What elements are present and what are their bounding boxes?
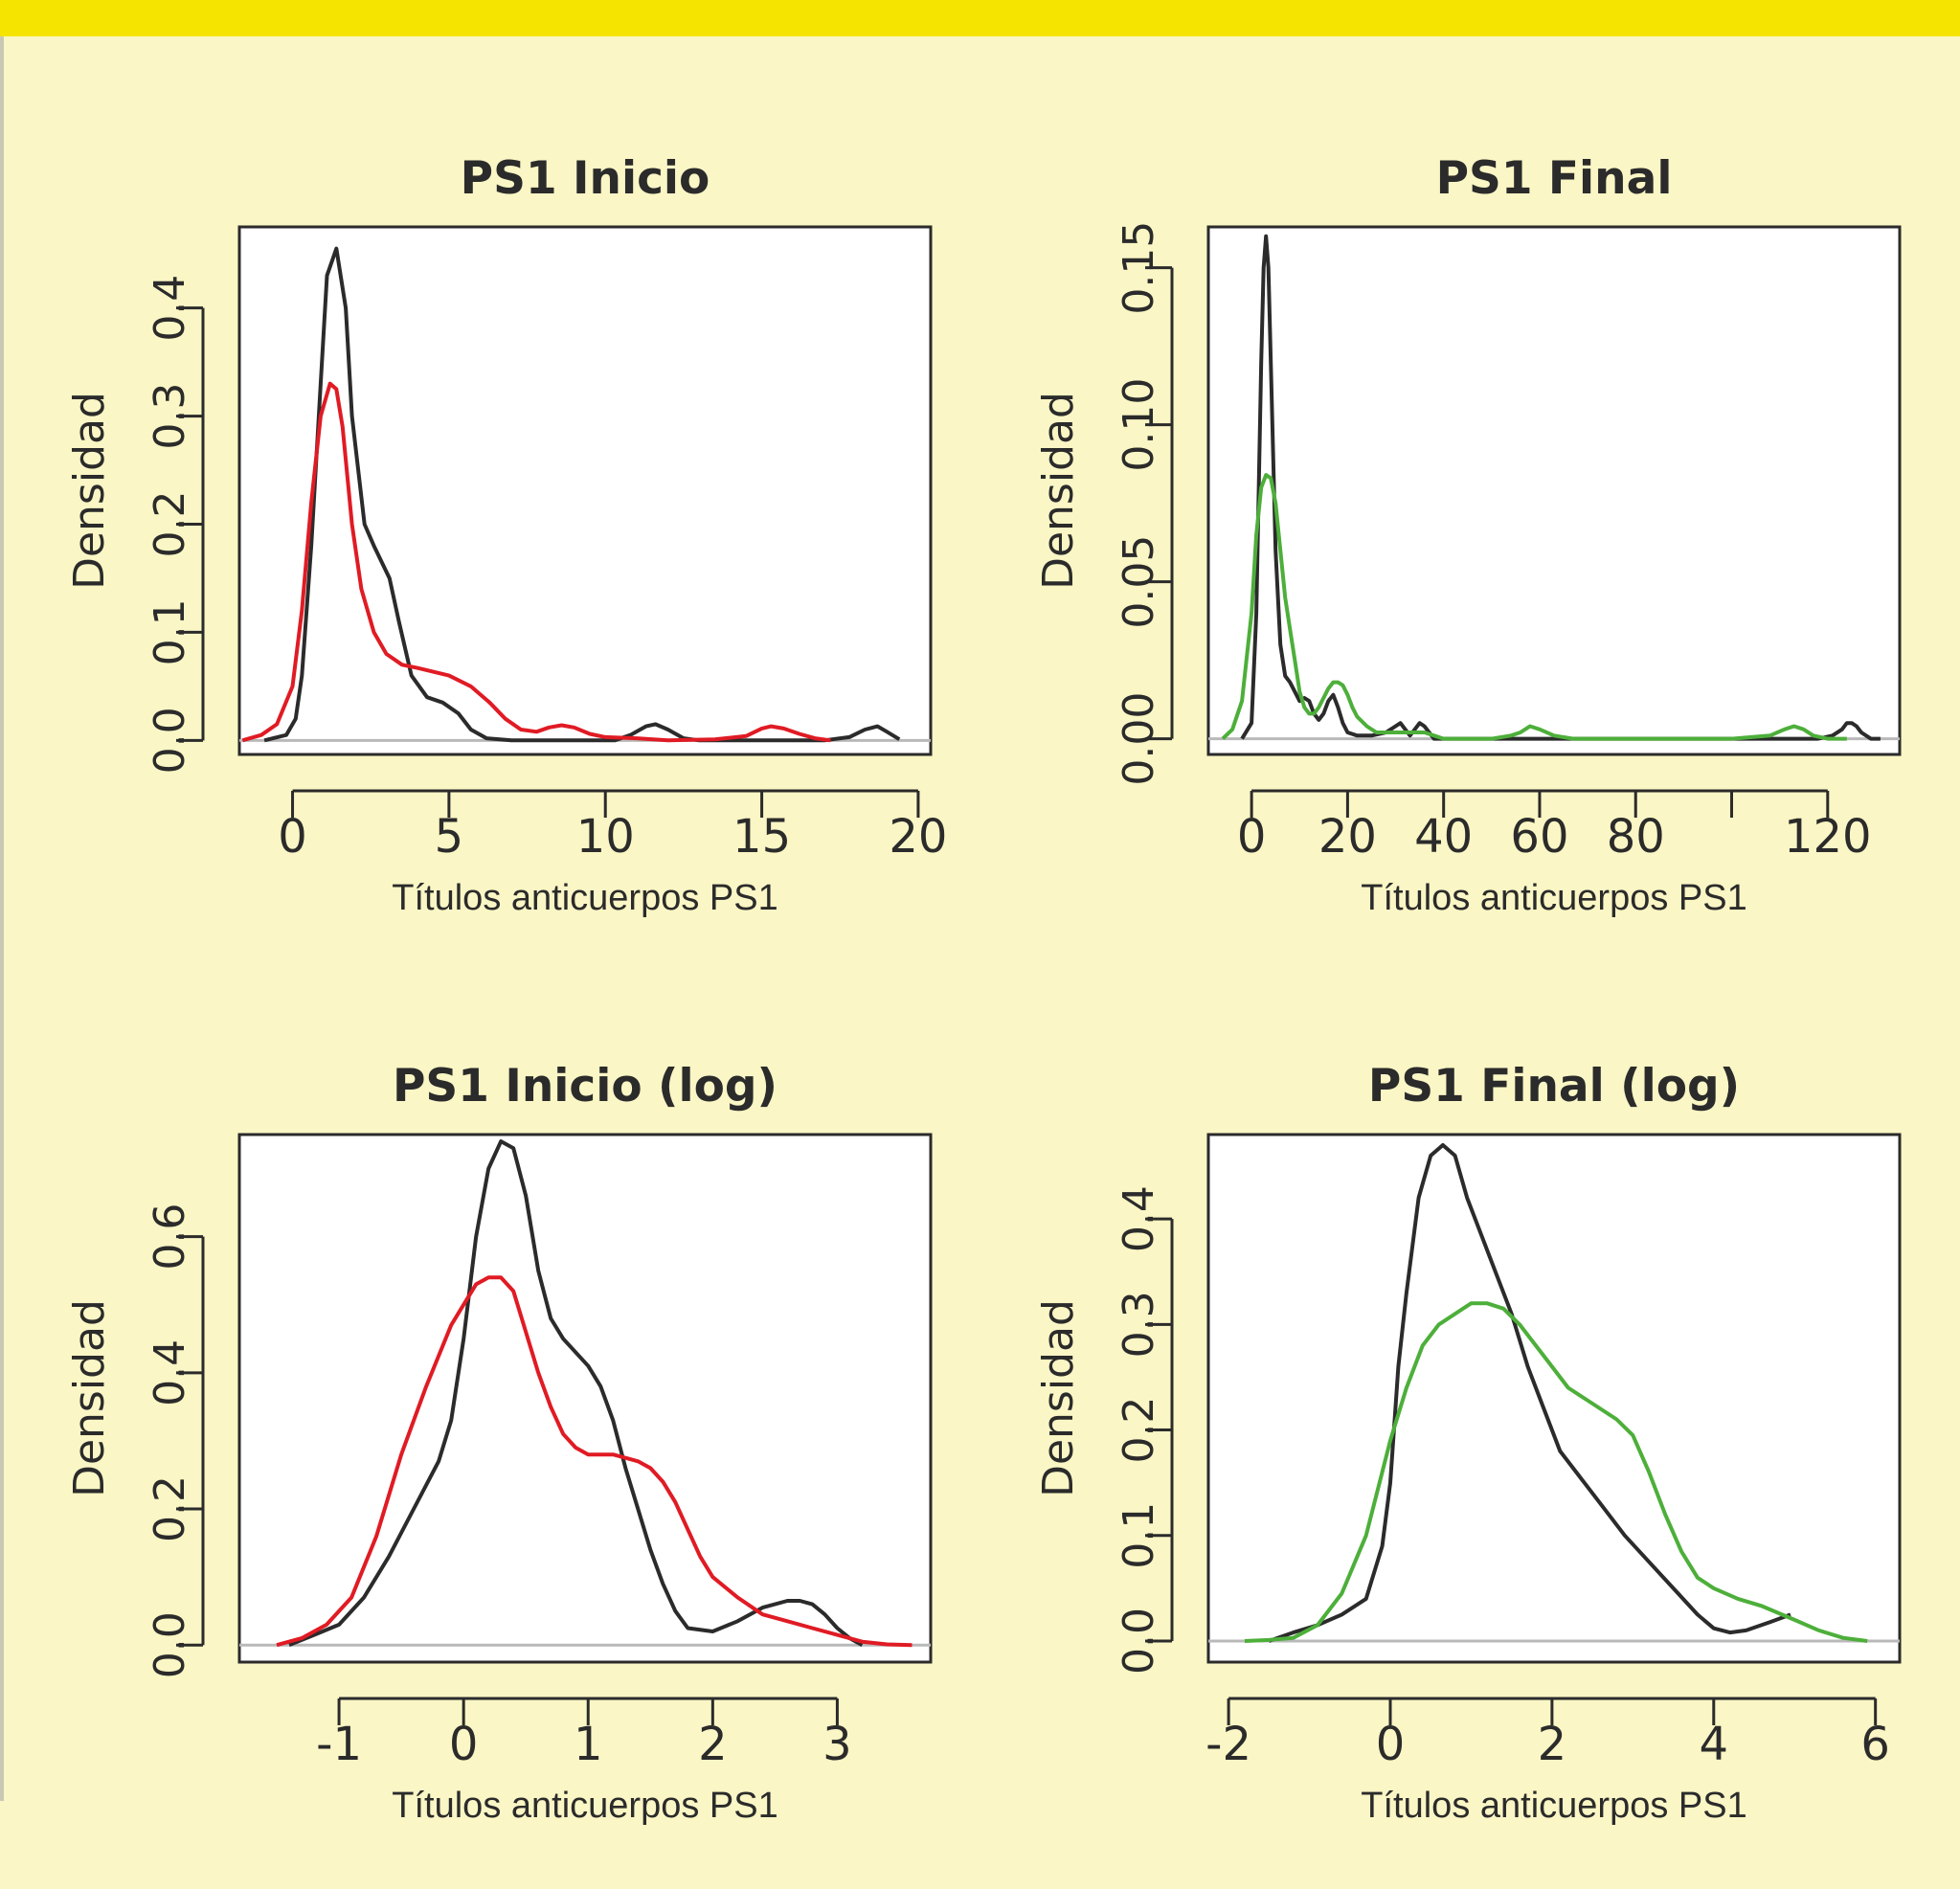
y-axis-label: Densidad [65,392,114,590]
x-tick-label: 10 [576,810,635,864]
y-tick-label: 0.3 [1115,1291,1163,1358]
x-axis-label: Títulos anticuerpos PS1 [1361,1786,1746,1826]
x-tick-label: 0 [1376,1718,1406,1771]
y-tick-label: 0.10 [1115,378,1163,472]
chart-title: PS1 Final [1436,152,1673,205]
chart-svg: -1 0 1 2 3 0.0 0.2 0.4 0.6 PS1 Inicio (log) Título… [65,1060,933,1826]
x-tick-label: 40 [1414,810,1473,864]
x-tick-label: 0 [449,1718,479,1771]
density-curve [288,1139,864,1648]
x-tick-label: 0 [278,810,307,864]
chart-ps1-final-log: -2 0 2 4 6 0.0 0.1 0.2 0.3 0.4 PS1 Final (log) Títu… [988,1023,1955,1884]
y-tick-label: 0.0 [1115,1608,1163,1675]
y-tick-label: 0.6 [146,1203,194,1271]
y-tick-label: 0.00 [1115,692,1163,786]
x-tick-label: 6 [1860,1718,1890,1771]
x-tick-label: 1 [574,1718,603,1771]
x-tick-label: 5 [435,810,464,864]
x-tick-label: -1 [316,1718,362,1771]
y-tick-label: 0.05 [1115,535,1163,629]
plot-area [1206,225,1902,756]
x-tick-label: 2 [698,1718,728,1771]
plot-area [237,225,933,756]
x-axis-label: Títulos anticuerpos PS1 [392,1786,777,1826]
x-tick-label: 60 [1510,810,1568,864]
header-band [0,0,1960,36]
y-tick-label: 0.4 [1115,1185,1163,1252]
left-border-rule [0,36,4,1801]
x-tick-label: 20 [889,810,947,864]
x-axis-label: Títulos anticuerpos PS1 [392,878,777,918]
density-curve [263,246,901,743]
y-tick-label: 0.2 [1115,1397,1163,1464]
chart-ps1-inicio-log: -1 0 1 2 3 0.0 0.2 0.4 0.6 PS1 Inicio (log) Título… [19,1023,986,1884]
plot-area [1206,1133,1902,1664]
x-tick-label: -2 [1205,1718,1251,1771]
y-tick-label: 0.2 [146,491,194,558]
y-tick-label: 0.4 [146,1339,194,1406]
x-axis-label: Títulos anticuerpos PS1 [1361,878,1746,918]
density-curve [1221,473,1847,741]
y-axis-label: Densidad [1034,392,1083,590]
y-tick-label: 0.1 [146,598,194,665]
chart-ps1-inicio: 0 5 10 15 20 0.0 0.1 0.2 0.3 0.4 PS1 Inicio Títulos… [19,115,986,977]
chart-title: PS1 Inicio [461,152,710,205]
y-tick-label: 0.2 [146,1475,194,1542]
chart-svg: -2 0 2 4 6 0.0 0.1 0.2 0.3 0.4 PS1 Final (log) Títu… [1034,1060,1902,1826]
x-tick-label: 4 [1700,1718,1729,1771]
chart-ps1-final: 0 20 40 60 80 120 0.00 0.05 0.10 0.15 PS1 Final Tít… [988,115,1955,977]
x-tick-label: 15 [732,810,791,864]
chart-svg: 0 5 10 15 20 0.0 0.1 0.2 0.3 0.4 PS1 Inicio Títulos… [65,152,947,918]
y-tick-label: 0.15 [1115,221,1163,315]
y-tick-label: 0.1 [1115,1502,1163,1569]
x-tick-label: 120 [1784,810,1872,864]
chart-title: PS1 Inicio (log) [393,1060,777,1113]
y-axis-label: Densidad [65,1299,114,1497]
chart-title: PS1 Final (log) [1368,1060,1740,1113]
density-curve [1268,1143,1791,1643]
y-tick-label: 0.3 [146,383,194,450]
x-tick-label: 3 [822,1718,852,1771]
x-tick-label: 0 [1237,810,1267,864]
y-tick-label: 0.0 [146,707,194,774]
x-tick-label: 2 [1538,1718,1567,1771]
density-curve [276,1275,912,1648]
x-tick-label: 20 [1318,810,1377,864]
y-tick-label: 0.0 [146,1611,194,1678]
chart-svg: 0 20 40 60 80 120 0.00 0.05 0.10 0.15 PS1 Final Tít… [1034,152,1902,918]
y-axis-label: Densidad [1034,1299,1083,1497]
plot-area [237,1133,933,1664]
density-curve [241,381,831,743]
density-curve [1240,234,1881,741]
density-curve [1244,1301,1868,1643]
x-tick-label: 80 [1607,810,1665,864]
y-tick-label: 0.4 [146,275,194,342]
